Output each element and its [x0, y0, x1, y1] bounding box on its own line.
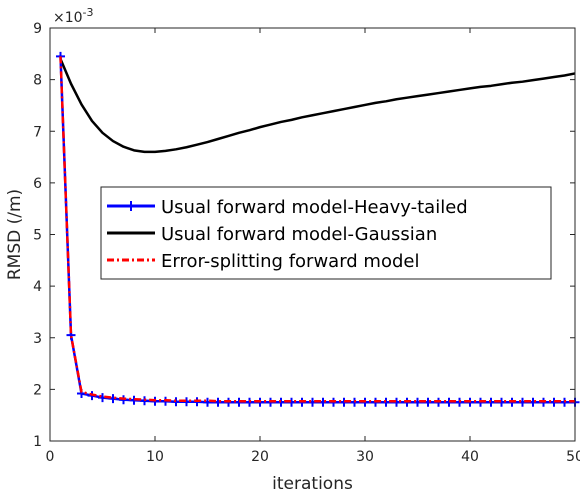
y-axis-label: RMSD (/m): [5, 189, 25, 280]
x-tick-label: 10: [146, 449, 164, 465]
legend-label-2: Usual forward model-Gaussian: [161, 224, 437, 245]
y-exponent-value: -3: [83, 6, 94, 19]
y-tick-label: 9: [33, 21, 42, 37]
legend-marker-1: [126, 201, 136, 211]
y-exponent-label: ×10-3: [53, 6, 94, 26]
y-tick-label: 7: [33, 124, 42, 140]
legend-box: [100, 186, 552, 280]
x-tick-label: 40: [461, 449, 479, 465]
legend: Usual forward model-Heavy-tailed Usual fo…: [100, 186, 552, 280]
x-tick-label: 0: [46, 449, 55, 465]
series-line-2: [59, 58, 576, 154]
legend-label-3: Error-splitting forward model: [161, 251, 419, 272]
y-tick-label: 1: [33, 434, 42, 450]
y-tick-label: 5: [33, 228, 42, 244]
x-tick-label: 20: [251, 449, 269, 465]
y-tick-label: 2: [33, 382, 42, 398]
y-tick-label: 3: [33, 331, 42, 347]
x-tick-label: 50: [566, 449, 580, 465]
series-marker-1: [203, 397, 212, 407]
x-axis-label: iterations: [272, 474, 353, 494]
y-tick-label: 4: [33, 279, 42, 295]
series-line-3: [59, 56, 575, 403]
legend-label-1: Usual forward model-Heavy-tailed: [161, 197, 468, 218]
axes-layer: 0 10 20 30 40 50 1 2 3 4 5 6 7 8 9 iterations RMSD (/m) ×…: [5, 6, 580, 494]
x-tick-label: 30: [356, 449, 374, 465]
y-tick-label: 8: [33, 73, 42, 89]
y-tick-label: 6: [33, 176, 42, 192]
series-layer: [56, 51, 580, 407]
